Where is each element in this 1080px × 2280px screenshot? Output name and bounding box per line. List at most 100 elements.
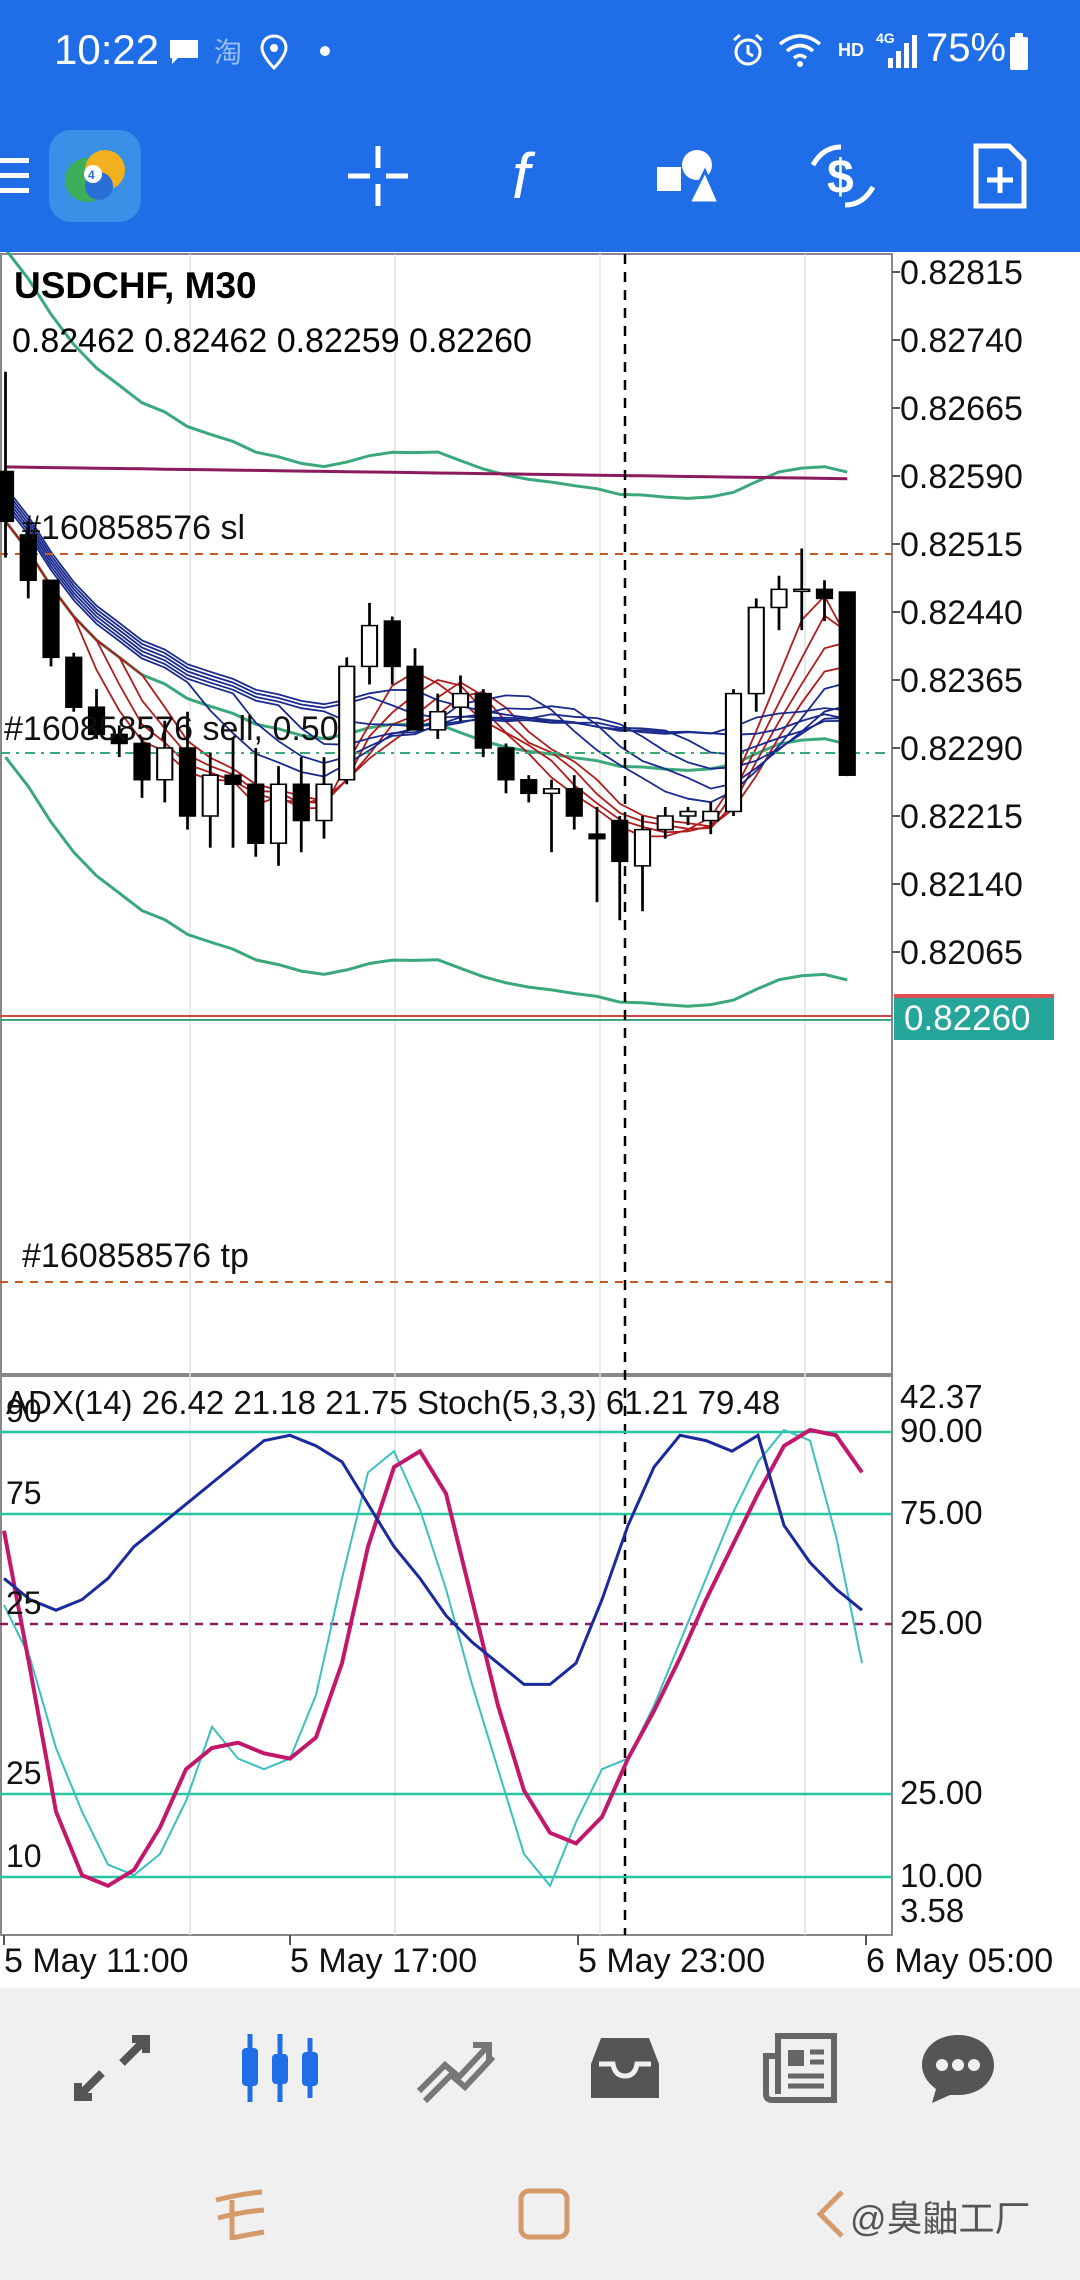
candle-bull — [793, 588, 811, 593]
price-label: 0.82515 — [900, 526, 1023, 564]
trade-button[interactable]: $ — [783, 100, 903, 252]
time-label: 5 May 11:00 — [4, 1942, 189, 1980]
price-label: 0.82215 — [900, 798, 1023, 836]
menu-button[interactable] — [0, 100, 60, 252]
price-label: 0.82290 — [900, 730, 1023, 768]
stoch-signal-line — [3, 1428, 863, 1888]
ma-long-line — [5, 465, 848, 481]
recents-button[interactable] — [170, 2148, 310, 2280]
nav-messages[interactable] — [878, 1988, 1038, 2148]
svg-text:$: $ — [827, 151, 854, 204]
candle-bull — [542, 788, 561, 795]
candle-bear — [838, 591, 856, 776]
back-button[interactable] — [790, 2148, 870, 2280]
price-label: 0.82065 — [900, 934, 1023, 972]
trade-dollar-icon: $ — [810, 144, 876, 208]
watermark-text: @臭鼬工厂 — [850, 2198, 1031, 2239]
new-order-button[interactable] — [940, 100, 1060, 252]
candle-bear — [383, 620, 401, 668]
candle-bull — [770, 588, 788, 609]
open-order-label: #160858576 sell, 0.50 — [4, 710, 339, 748]
svg-text:4: 4 — [88, 168, 95, 182]
message-icon — [168, 38, 200, 71]
tp-label: #160858576 tp — [22, 1237, 249, 1275]
symbol-title: USDCHF, M30 — [14, 265, 257, 306]
news-icon — [763, 2033, 837, 2103]
indicator-axis-label: 10.00 — [900, 1857, 983, 1894]
crosshair-button[interactable] — [318, 100, 438, 252]
price-label: 0.82140 — [900, 866, 1023, 904]
current-price-tag: 0.82260 — [894, 994, 1054, 1040]
candle-bear — [42, 579, 60, 659]
candle-bear — [133, 742, 151, 781]
ma-blue-line — [4, 497, 848, 770]
price-chart[interactable]: #160858576 sl #160858576 sell, 0.50 #160… — [0, 248, 1080, 1988]
chart-icon — [242, 2034, 318, 2102]
nav-quotes[interactable] — [32, 1988, 192, 2148]
nav-news[interactable] — [720, 1988, 880, 2148]
candle-bear — [520, 778, 538, 795]
indicators-button[interactable]: f — [473, 100, 593, 252]
time-axis: 5 May 11:00 5 May 17:00 5 May 23:00 6 May 0… — [3, 1935, 1053, 1980]
price-label: 0.82365 — [900, 662, 1023, 700]
app-logo[interactable]: 4 — [40, 100, 150, 252]
candle-bear — [474, 692, 492, 749]
bollinger-lower — [4, 756, 848, 1008]
candle-bull — [656, 815, 674, 831]
candles — [0, 371, 856, 921]
messages-icon — [922, 2035, 994, 2103]
candle-bear — [110, 733, 128, 745]
indicator-level-label: 25 — [6, 1585, 42, 1621]
time-label: 5 May 17:00 — [290, 1942, 477, 1980]
battery-icon — [1008, 32, 1030, 77]
candle-bull — [702, 810, 720, 822]
new-order-icon — [973, 143, 1027, 209]
adx-line — [3, 1432, 863, 1686]
candle-bull — [269, 783, 288, 844]
indicator-level-label: 25 — [6, 1755, 42, 1791]
indicator-level-label: 10 — [6, 1838, 42, 1874]
function-icon: f — [512, 142, 536, 210]
dot-icon — [320, 46, 330, 56]
battery-percent: 75% — [926, 26, 1007, 70]
indicator-axis-label: 42.37 — [900, 1378, 983, 1415]
nav-chart[interactable] — [200, 1988, 360, 2148]
sl-label: #160858576 sl — [22, 509, 245, 547]
candle-bear — [178, 747, 197, 817]
price-axis: 0.82815 0.82740 0.82665 0.82590 0.82515 0.824… — [892, 254, 1023, 972]
candle-bear — [588, 833, 606, 840]
chart-area[interactable]: #160858576 sl #160858576 sell, 0.50 #160… — [0, 248, 1080, 1988]
home-button[interactable] — [474, 2148, 614, 2280]
back-icon — [816, 2190, 844, 2238]
svg-text:淘: 淘 — [214, 37, 242, 66]
nav-trade[interactable] — [375, 1988, 535, 2148]
chart-toolbar — [0, 100, 1080, 252]
indicator-axis-label: 25.00 — [900, 1604, 983, 1641]
trade-icon — [416, 2042, 495, 2103]
bollinger-upper — [4, 248, 848, 500]
system-navigation: @臭鼬工厂 — [0, 2148, 1080, 2280]
candle-bull — [679, 810, 697, 817]
candle-bear — [815, 588, 834, 600]
objects-button[interactable] — [628, 100, 748, 252]
status-time: 10:22 — [54, 26, 160, 73]
app-notification-icon: 淘 — [214, 36, 248, 71]
candle-bull — [747, 606, 765, 695]
candle-bear — [611, 819, 629, 863]
svg-text:f: f — [512, 142, 536, 210]
candle-bear — [224, 774, 242, 786]
nav-history[interactable] — [545, 1988, 705, 2148]
crosshair-icon — [348, 146, 408, 206]
lte-label: 4G — [876, 30, 895, 46]
hd-label: HD — [838, 40, 864, 60]
price-label: 0.82740 — [900, 322, 1023, 360]
indicator-label: ADX(14) 26.42 21.18 21.75 Stoch(5,3,3) 6… — [6, 1384, 780, 1421]
indicator-level-label: 75 — [6, 1475, 42, 1511]
indicator-axis-label: 75.00 — [900, 1494, 983, 1531]
indicator-axis-label: 90.00 — [900, 1412, 983, 1449]
objects-icon — [657, 150, 721, 205]
price-label: 0.82815 — [900, 254, 1023, 292]
indicator-frame — [0, 1375, 893, 1936]
quotes-icon — [74, 2035, 150, 2101]
candle-bear — [565, 788, 583, 817]
